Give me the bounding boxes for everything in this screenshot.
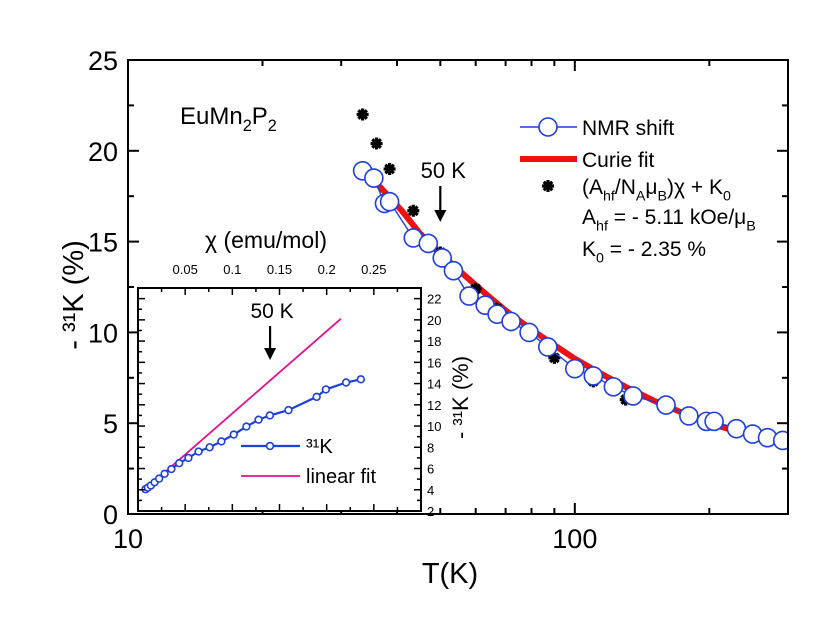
inset-x-tick-label: 0.1 xyxy=(223,262,241,277)
inset-31k-point xyxy=(167,464,176,474)
inset-y-tick-label: 22 xyxy=(427,292,441,307)
legend-curie-label: Curie fit xyxy=(582,149,655,172)
inset-31k-point xyxy=(341,378,351,387)
inset-31k-point xyxy=(229,430,238,439)
legend-ahf-param: Ahf = - 5.11 kOe/μB xyxy=(582,206,756,234)
nmr-shift-point xyxy=(364,168,384,188)
inset-x-tick-label: 0.15 xyxy=(267,262,292,277)
inset-x-tick-label: 0.05 xyxy=(173,262,198,277)
inset-31k-point xyxy=(160,469,169,479)
inset-legend-31k-label: ³¹K xyxy=(306,436,333,458)
nmr-shift-point xyxy=(379,191,400,212)
inset-x-axis-label: χ (emu/mol) xyxy=(205,227,327,253)
nmr-shift-point xyxy=(432,248,453,268)
inset-31k-point xyxy=(184,453,193,463)
inset-y-tick-label: 10 xyxy=(427,419,441,434)
nmr-shift-point xyxy=(583,366,604,386)
nmr-shift-point xyxy=(459,286,479,306)
x-axis-label: T(K) xyxy=(422,558,478,590)
x-tick-label: 100 xyxy=(552,524,597,554)
inset-y-tick-label: 12 xyxy=(427,398,441,413)
annotation-50k-label: 50 K xyxy=(421,158,467,183)
inset-y-tick-label: 2 xyxy=(427,504,434,519)
y-tick-label: 15 xyxy=(88,228,118,258)
inset-31k-point xyxy=(175,459,184,468)
inset-background xyxy=(138,288,421,511)
inset-31k-point xyxy=(194,447,203,456)
inset-legend-31k-marker xyxy=(265,441,275,451)
y-tick-label: 10 xyxy=(88,318,118,348)
nmr-shift-point xyxy=(537,337,558,357)
asterisk-marker xyxy=(356,108,369,121)
inset-31k-point xyxy=(284,405,293,415)
inset-legend: ³¹K linear fit xyxy=(241,436,376,488)
inset-31k-point xyxy=(217,437,226,446)
nmr-shift-point xyxy=(443,260,464,281)
asterisk-marker xyxy=(383,162,396,175)
asterisk-marker xyxy=(542,180,554,192)
nmr-shift-point xyxy=(679,406,699,426)
inset-y-tick-label: 18 xyxy=(427,334,441,349)
inset-plot: 0.05 0.1 0.15 0.2 0.25 χ (emu/mol) 2 4 6 8 10 12 14 1… xyxy=(137,227,473,519)
y-axis-label: - ³¹K (%) xyxy=(58,240,90,350)
asterisk-marker xyxy=(407,204,420,217)
inset-31k-point xyxy=(356,375,366,384)
asterisk-marker xyxy=(370,137,383,150)
y-tick-label: 25 xyxy=(88,46,118,76)
inset-31k-point xyxy=(254,415,263,424)
nmr-shift-point xyxy=(418,233,439,254)
inset-y-tick-label: 20 xyxy=(427,313,441,328)
sample-label: EuMn2P2 xyxy=(180,103,277,135)
inset-x-tick-label: 0.25 xyxy=(361,262,386,277)
main-plot: 0 5 10 15 20 25 10 100 T(K) - ³¹K (%) EuMn2P2 50 K N… xyxy=(58,46,789,590)
asterisk-marker xyxy=(548,351,561,364)
y-tick-label: 0 xyxy=(103,500,118,530)
inset-annotation-50k-label: 50 K xyxy=(250,300,293,323)
inset-y-tick-label: 6 xyxy=(427,462,434,477)
inset-y-tick-label: 8 xyxy=(427,440,434,455)
annotation-50k-arrow-head xyxy=(434,210,447,222)
legend-asterisk-label: (Ahf/NAμB)χ + K0 xyxy=(582,176,731,204)
inset-31k-point xyxy=(205,443,214,452)
nmr-shift-point xyxy=(623,386,643,406)
asterisk-marker xyxy=(469,282,482,295)
inset-31k-point xyxy=(321,385,331,394)
inset-31k-point xyxy=(312,392,321,402)
legend-nmr-marker xyxy=(538,117,558,137)
inset-annotation-50k-arrow-head xyxy=(264,348,277,360)
nmr-shift-point xyxy=(501,311,521,332)
inset-y-axis-label: - ³¹K (%) xyxy=(448,356,473,439)
inset-y-tick-label: 14 xyxy=(427,377,441,392)
inset-31k-point xyxy=(242,422,251,431)
nmr-shift-point xyxy=(603,377,624,397)
inset-y-tick-label: 4 xyxy=(427,483,434,498)
y-tick-label: 5 xyxy=(103,409,118,439)
y-tick-label: 20 xyxy=(88,137,118,167)
nmr-shift-point xyxy=(565,358,585,379)
nmr-shift-point xyxy=(726,418,747,439)
inset-31k-point xyxy=(154,474,164,483)
nmr-shift-point xyxy=(656,395,676,415)
inset-legend-fit-label: linear fit xyxy=(306,466,376,488)
nmr-shift-point xyxy=(704,411,724,432)
legend-nmr-label: NMR shift xyxy=(582,117,674,140)
nmr-shift-point xyxy=(772,430,788,451)
inset-x-tick-label: 0.2 xyxy=(318,262,336,277)
nmr-shift-point xyxy=(519,322,539,343)
x-tick-label: 10 xyxy=(113,524,143,554)
inset-31k-point xyxy=(265,411,275,420)
legend-k0-param: K0 = - 2.35 % xyxy=(582,238,706,266)
inset-y-tick-label: 16 xyxy=(427,355,441,370)
